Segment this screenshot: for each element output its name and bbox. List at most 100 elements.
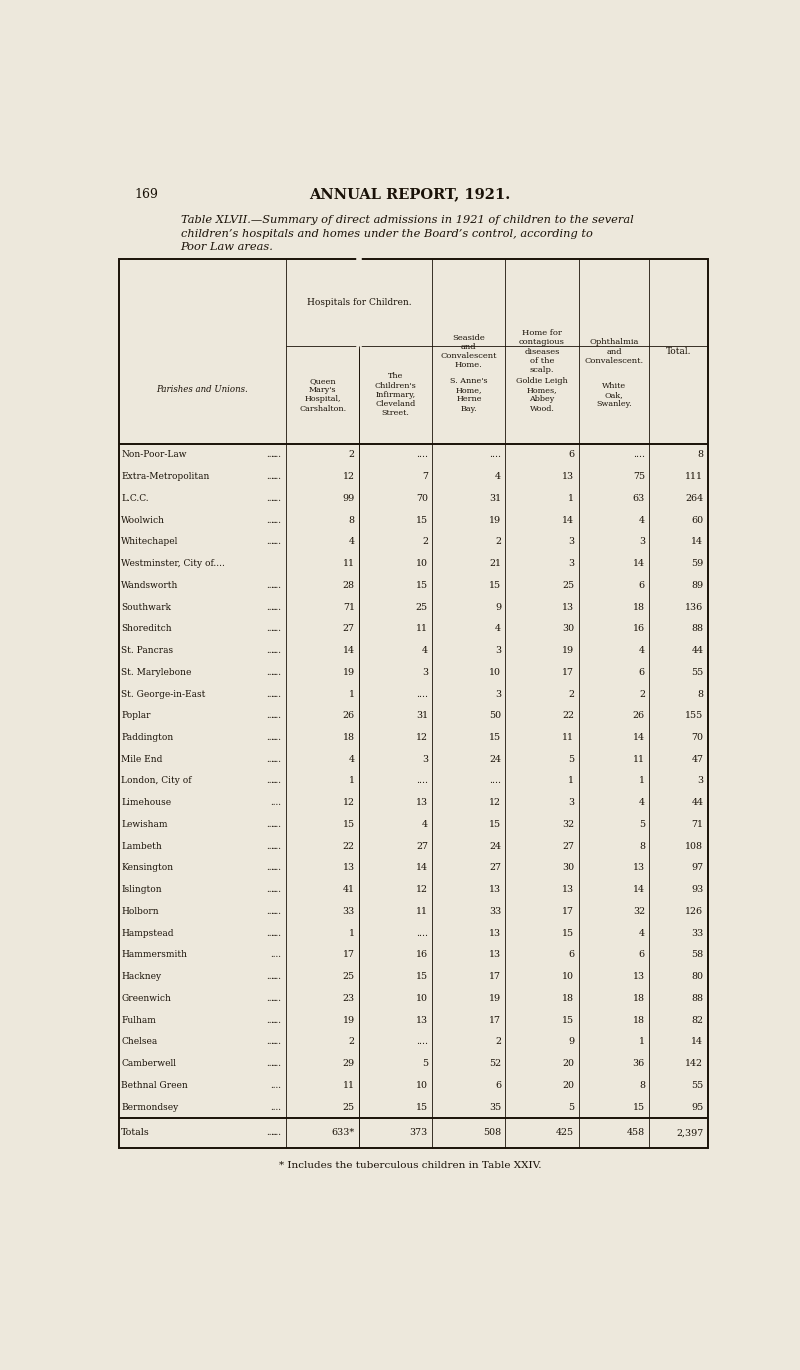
Text: 15: 15 (342, 821, 355, 829)
Text: ....: .... (270, 973, 282, 981)
Text: Mile End: Mile End (121, 755, 162, 763)
Text: 15: 15 (562, 929, 574, 937)
Text: 5: 5 (639, 821, 645, 829)
Text: ....: .... (416, 929, 428, 937)
Text: ....: .... (266, 647, 277, 655)
Text: 13: 13 (489, 951, 501, 959)
Text: ....: .... (266, 863, 277, 873)
Text: 11: 11 (416, 625, 428, 633)
Text: 22: 22 (562, 711, 574, 721)
Text: 80: 80 (691, 973, 703, 981)
Text: 3: 3 (495, 689, 501, 699)
Text: 15: 15 (489, 581, 501, 590)
Text: 15: 15 (416, 973, 428, 981)
Text: Poor Law areas.: Poor Law areas. (181, 242, 274, 252)
Text: 6: 6 (495, 1081, 501, 1091)
Text: Islington: Islington (121, 885, 162, 895)
Text: 17: 17 (343, 951, 355, 959)
Text: 19: 19 (342, 667, 355, 677)
Text: 12: 12 (343, 473, 355, 481)
Text: ....: .... (266, 473, 277, 481)
Text: 13: 13 (633, 973, 645, 981)
Text: 12: 12 (416, 733, 428, 743)
Text: ....: .... (266, 515, 277, 525)
Text: 58: 58 (691, 951, 703, 959)
Text: 13: 13 (416, 799, 428, 807)
Text: Queen
Mary's
Hospital,
Carshalton.: Queen Mary's Hospital, Carshalton. (299, 377, 346, 412)
Text: ....: .... (270, 1103, 282, 1111)
Text: ....: .... (266, 841, 277, 851)
Text: 14: 14 (343, 647, 355, 655)
Text: Poplar: Poplar (121, 711, 150, 721)
Text: 1: 1 (568, 493, 574, 503)
Text: Westminster, City of....: Westminster, City of.... (121, 559, 225, 569)
Text: 13: 13 (489, 929, 501, 937)
Text: ....: .... (266, 581, 277, 590)
Text: 12: 12 (489, 799, 501, 807)
Text: 13: 13 (342, 863, 355, 873)
Text: 33: 33 (489, 907, 501, 917)
Text: Chelsea: Chelsea (121, 1037, 158, 1047)
Text: 3: 3 (568, 559, 574, 569)
Text: 19: 19 (489, 515, 501, 525)
Text: 4: 4 (349, 755, 355, 763)
Text: 14: 14 (691, 537, 703, 547)
Text: Bethnal Green: Bethnal Green (121, 1081, 188, 1091)
Text: 17: 17 (562, 667, 574, 677)
Text: Bermondsey: Bermondsey (121, 1103, 178, 1111)
Text: ....: .... (416, 777, 428, 785)
Text: 11: 11 (343, 1081, 355, 1091)
Text: 2: 2 (495, 1037, 501, 1047)
Text: 11: 11 (343, 559, 355, 569)
Text: 22: 22 (343, 841, 355, 851)
Text: 5: 5 (422, 1059, 428, 1069)
Text: 75: 75 (633, 473, 645, 481)
Text: 3: 3 (568, 537, 574, 547)
Text: 82: 82 (691, 1015, 703, 1025)
Text: 15: 15 (489, 821, 501, 829)
Text: 29: 29 (342, 1059, 355, 1069)
Text: Woolwich: Woolwich (121, 515, 165, 525)
Text: 8: 8 (349, 515, 355, 525)
Text: ....: .... (266, 885, 277, 895)
Text: 35: 35 (489, 1103, 501, 1111)
Text: 16: 16 (416, 951, 428, 959)
Text: 17: 17 (562, 907, 574, 917)
Text: ....: .... (266, 625, 277, 633)
Text: 17: 17 (489, 973, 501, 981)
Text: ....: .... (266, 929, 277, 937)
Text: 3: 3 (568, 799, 574, 807)
Text: Paddington: Paddington (121, 733, 174, 743)
Text: 25: 25 (416, 603, 428, 611)
Text: 8: 8 (698, 689, 703, 699)
Text: ....: .... (270, 863, 282, 873)
Text: 9: 9 (495, 603, 501, 611)
Text: 2: 2 (349, 1037, 355, 1047)
Text: 14: 14 (416, 863, 428, 873)
Text: 88: 88 (691, 625, 703, 633)
Text: Fulham: Fulham (121, 1015, 156, 1025)
Text: ....: .... (270, 667, 282, 677)
Text: ....: .... (489, 451, 501, 459)
Text: ....: .... (270, 733, 282, 743)
Text: 15: 15 (562, 1015, 574, 1025)
Text: Lambeth: Lambeth (121, 841, 162, 851)
Text: 17: 17 (489, 1015, 501, 1025)
Text: 55: 55 (691, 1081, 703, 1091)
Text: 8: 8 (639, 841, 645, 851)
Text: 70: 70 (416, 493, 428, 503)
Text: ....: .... (266, 493, 277, 503)
Text: 1: 1 (349, 929, 355, 937)
Text: Southwark: Southwark (121, 603, 171, 611)
Text: 63: 63 (633, 493, 645, 503)
Text: ....: .... (270, 625, 282, 633)
Text: 8: 8 (639, 1081, 645, 1091)
Text: 13: 13 (562, 885, 574, 895)
Text: Ophthalmia
and
Convalescent.: Ophthalmia and Convalescent. (585, 338, 643, 364)
Text: 13: 13 (562, 603, 574, 611)
Text: 44: 44 (691, 799, 703, 807)
Text: 13: 13 (562, 473, 574, 481)
Text: 14: 14 (633, 559, 645, 569)
Text: 24: 24 (489, 841, 501, 851)
Text: 6: 6 (568, 451, 574, 459)
